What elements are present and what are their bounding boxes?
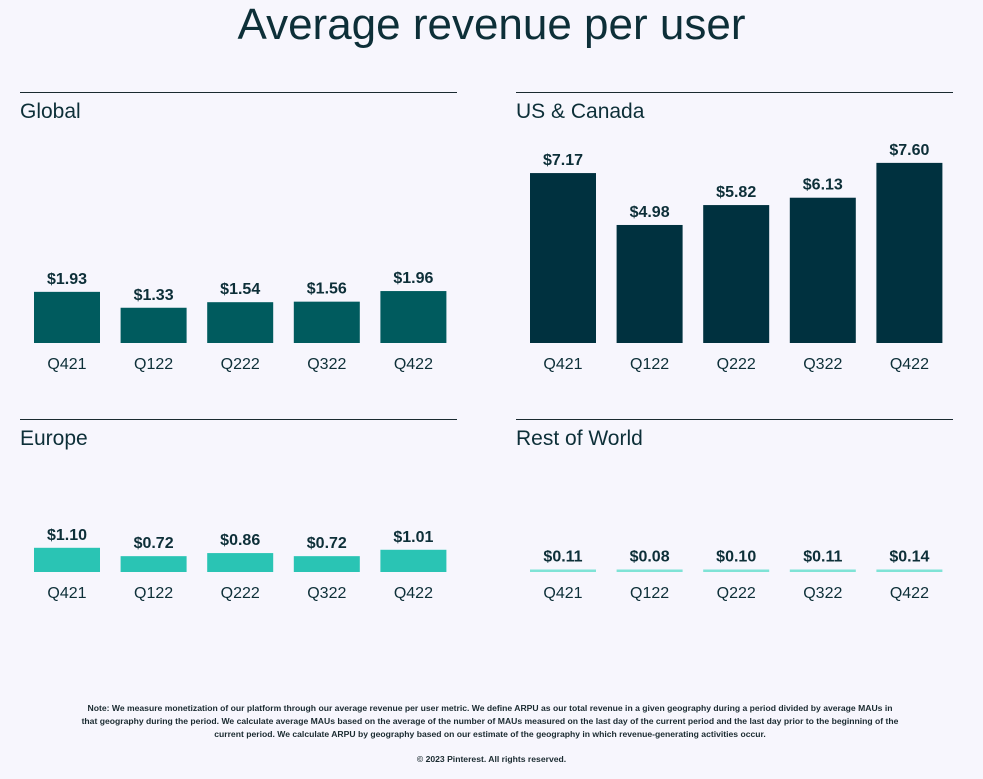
bar-Q421 — [530, 173, 596, 343]
category-label: Q322 — [803, 356, 842, 373]
category-label: Q122 — [134, 356, 173, 373]
value-label: $7.60 — [889, 142, 929, 159]
divider — [516, 92, 953, 93]
value-label: $0.14 — [889, 549, 929, 566]
category-label: Q421 — [543, 585, 582, 602]
bar-Q222 — [703, 569, 770, 572]
category-label: Q222 — [221, 356, 260, 373]
value-label: $1.56 — [307, 281, 347, 298]
value-label: $1.54 — [220, 281, 260, 298]
value-label: $0.10 — [716, 549, 756, 566]
bar-Q422 — [380, 291, 447, 343]
category-label: Q421 — [47, 585, 86, 602]
value-label: $1.93 — [47, 271, 87, 288]
category-label: Q322 — [803, 585, 842, 602]
bar-Q421 — [34, 291, 100, 343]
bar-Q222 — [207, 553, 274, 572]
bar-Q322 — [293, 556, 360, 572]
value-label: $4.98 — [630, 204, 670, 221]
category-label: Q422 — [890, 356, 929, 373]
panel-global: Global $1.93 Q421 $1.33 Q122 $1.54 Q222 $1.56 Q… — [20, 92, 457, 373]
value-label: $0.11 — [803, 549, 842, 566]
value-label: $0.72 — [134, 535, 174, 552]
bar-Q422 — [876, 569, 943, 572]
panel-title: US & Canada — [516, 100, 645, 123]
bar-Q122 — [616, 569, 683, 572]
bar-Q422 — [380, 549, 447, 572]
panel-title: Global — [20, 100, 81, 123]
category-label: Q322 — [307, 585, 346, 602]
category-label: Q422 — [890, 585, 929, 602]
category-label: Q421 — [543, 356, 582, 373]
panel-europe: Europe $1.10 Q421 $0.72 Q122 $0.86 Q222 $0.72 Q… — [20, 419, 457, 619]
footnote: Note: We measure monetization of our pla… — [81, 703, 899, 739]
panel-title: Rest of World — [516, 427, 643, 450]
value-label: $0.08 — [630, 549, 670, 566]
bar-Q322 — [789, 197, 856, 343]
bar-Q322 — [789, 569, 856, 572]
category-label: Q122 — [630, 356, 669, 373]
panel-rest-of-world: Rest of World $0.11 Q421 $0.08 Q122 $0.10 Q22… — [516, 419, 953, 619]
page-title: Average revenue per user — [237, 0, 746, 49]
category-label: Q322 — [307, 356, 346, 373]
category-label: Q422 — [394, 585, 433, 602]
value-label: $1.96 — [393, 270, 433, 287]
category-label: Q122 — [630, 585, 669, 602]
divider — [516, 419, 953, 420]
panel-us-canada: US & Canada $7.17 Q421 $4.98 Q122 $5.82 Q222 $… — [516, 92, 953, 373]
category-label: Q222 — [717, 356, 756, 373]
value-label: $7.17 — [543, 152, 583, 169]
category-label: Q222 — [221, 585, 260, 602]
chart-us-canada: $7.17 Q421 $4.98 Q122 $5.82 Q222 $6.13 Q322 $7.6… — [530, 142, 943, 373]
category-label: Q421 — [47, 356, 86, 373]
value-label: $1.10 — [47, 527, 87, 544]
chart-rest-of-world: $0.11 Q421 $0.08 Q122 $0.10 Q222 $0.11 Q322 $0.1… — [530, 549, 943, 602]
bar-Q422 — [876, 162, 943, 343]
chart-europe: $1.10 Q421 $0.72 Q122 $0.86 Q222 $0.72 Q322 $1.0… — [34, 527, 447, 602]
bar-Q222 — [207, 302, 274, 343]
divider — [20, 92, 457, 93]
bar-Q122 — [120, 307, 187, 343]
divider — [20, 419, 457, 420]
value-label: $6.13 — [803, 177, 843, 194]
value-label: $0.86 — [220, 532, 260, 549]
bar-Q322 — [293, 301, 360, 343]
bar-Q222 — [703, 205, 770, 343]
panel-title: Europe — [20, 427, 88, 450]
category-label: Q122 — [134, 585, 173, 602]
value-label: $0.72 — [307, 535, 347, 552]
bar-Q122 — [616, 224, 683, 343]
category-label: Q222 — [717, 585, 756, 602]
value-label: $5.82 — [716, 184, 756, 201]
category-label: Q422 — [394, 356, 433, 373]
chart-global: $1.93 Q421 $1.33 Q122 $1.54 Q222 $1.56 Q322 $1.9… — [34, 270, 447, 373]
value-label: $1.01 — [393, 529, 433, 546]
copyright: © 2023 Pinterest. All rights reserved. — [416, 754, 567, 764]
bar-Q421 — [530, 569, 596, 572]
value-label: $1.33 — [134, 287, 174, 304]
bar-Q421 — [34, 547, 100, 572]
bar-Q122 — [120, 556, 187, 572]
value-label: $0.11 — [543, 549, 582, 566]
